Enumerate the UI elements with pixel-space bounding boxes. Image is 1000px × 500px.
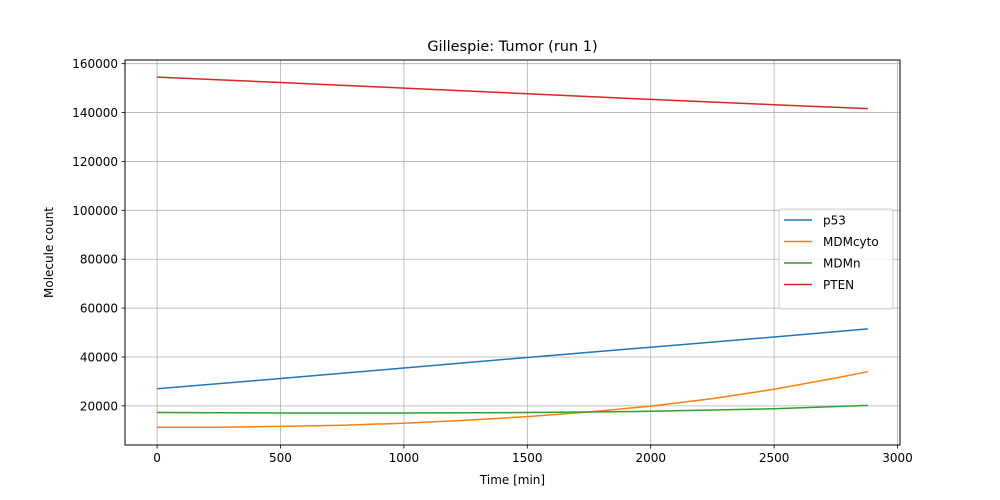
legend-label-pten: PTEN bbox=[823, 278, 854, 292]
x-tick-label: 500 bbox=[269, 451, 292, 465]
series-line-mdmn bbox=[157, 404, 868, 414]
y-tick-label: 100000 bbox=[72, 204, 118, 218]
y-axis-title: Molecule count bbox=[42, 207, 56, 298]
plot-area-frame bbox=[124, 59, 901, 446]
y-axis: 20000 40000 60000 80000 100000 120000 140000 16… bbox=[72, 57, 125, 413]
x-tick-label: 2000 bbox=[635, 451, 666, 465]
x-tick-label: 1000 bbox=[389, 451, 420, 465]
y-tick-label: 60000 bbox=[80, 302, 118, 316]
x-tick-label: 1500 bbox=[512, 451, 543, 465]
series-line-p53 bbox=[157, 328, 868, 390]
y-tick-label: 160000 bbox=[72, 57, 118, 71]
y-tick-label: 140000 bbox=[72, 106, 118, 120]
y-tick-label: 120000 bbox=[72, 155, 118, 169]
series-line-pten bbox=[157, 76, 868, 110]
x-axis-title: Time [min] bbox=[479, 473, 545, 487]
x-tick-label: 2500 bbox=[759, 451, 790, 465]
series-line-mdmcyto bbox=[157, 370, 869, 428]
series-lines bbox=[157, 76, 869, 428]
y-tick-label: 20000 bbox=[80, 399, 118, 413]
legend-label-mdmcyto: MDMcyto bbox=[823, 235, 879, 249]
grid bbox=[125, 60, 900, 445]
y-tick-label: 80000 bbox=[80, 253, 118, 267]
legend: p53 MDMcyto MDMn PTEN bbox=[778, 208, 894, 310]
chart-title: Gillespie: Tumor (run 1) bbox=[427, 39, 597, 55]
legend-label-mdmn: MDMn bbox=[823, 257, 861, 271]
x-tick-label: 3000 bbox=[882, 451, 913, 465]
y-tick-label: 40000 bbox=[80, 351, 118, 365]
x-axis: 0 500 1000 1500 2000 2500 3000 bbox=[153, 445, 913, 465]
x-tick-label: 0 bbox=[153, 451, 161, 465]
legend-label-p53: p53 bbox=[823, 214, 846, 228]
